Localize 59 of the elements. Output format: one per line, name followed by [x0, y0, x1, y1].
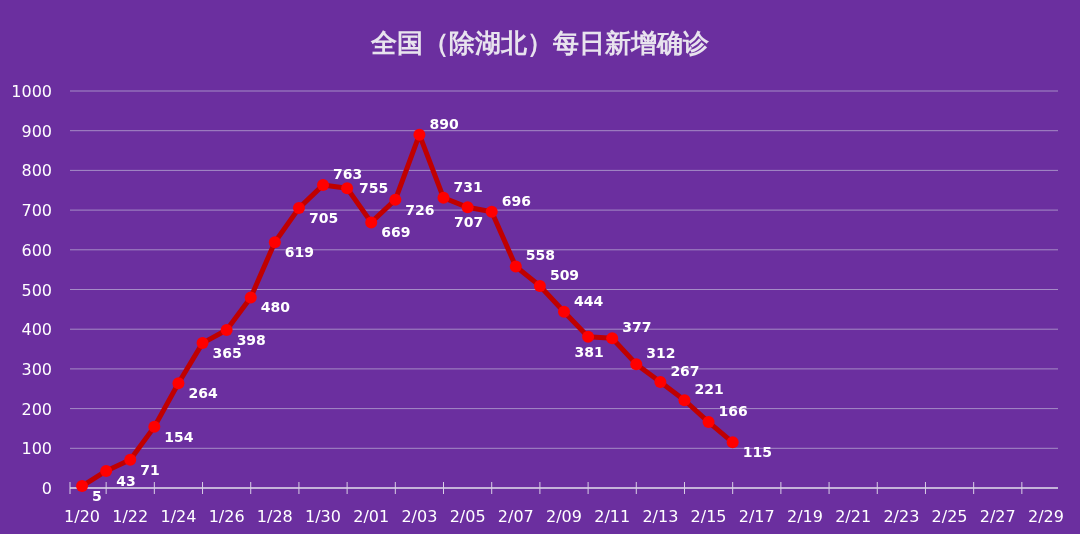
- chart-title: 全国（除湖北）每日新增确诊: [370, 28, 710, 58]
- x-tick-label: 2/13: [642, 507, 679, 526]
- x-tick-label: 2/23: [883, 507, 920, 526]
- data-label: 444: [574, 292, 604, 309]
- x-tick-label: 2/09: [546, 507, 582, 526]
- data-label: 381: [574, 343, 604, 360]
- data-label: 669: [381, 224, 411, 241]
- data-label: 5: [92, 488, 102, 505]
- x-tick-label: 2/29: [1027, 507, 1064, 526]
- data-label: 731: [453, 178, 483, 195]
- data-label: 71: [140, 461, 160, 478]
- data-label: 890: [429, 115, 459, 132]
- x-tick-label: 2/11: [594, 507, 631, 526]
- y-tick-label: 200: [21, 399, 52, 419]
- y-tick-label: 900: [21, 121, 52, 141]
- data-label: 696: [501, 192, 531, 209]
- x-tick-label: 2/01: [353, 507, 390, 526]
- y-tick-label: 100: [21, 439, 52, 459]
- y-tick-label: 1000: [11, 82, 52, 101]
- data-label: 267: [670, 363, 700, 379]
- data-label: 707: [454, 214, 484, 231]
- x-tick-label: 2/15: [690, 507, 727, 526]
- x-tick-label: 1/24: [160, 507, 197, 526]
- x-tick-label: 2/19: [787, 507, 823, 526]
- data-label: 377: [622, 319, 652, 336]
- x-tick-label: 2/25: [931, 507, 968, 526]
- x-tick-label: 2/17: [738, 507, 775, 526]
- x-tick-label: 1/26: [208, 507, 245, 526]
- y-tick-label: 800: [21, 161, 52, 181]
- data-label: 221: [694, 381, 724, 398]
- data-label: 705: [308, 210, 339, 227]
- x-tick-label: 2/03: [401, 507, 438, 526]
- data-label: 480: [260, 299, 291, 316]
- data-label: 558: [525, 247, 556, 264]
- y-tick-label: 300: [21, 359, 52, 379]
- data-label: 726: [405, 201, 435, 218]
- x-tick-label: 2/27: [979, 507, 1016, 526]
- x-tick-label: 1/22: [112, 507, 149, 526]
- x-tick-label: 2/07: [497, 507, 534, 526]
- x-tick-label: 1/20: [64, 507, 101, 526]
- data-label: 43: [116, 472, 136, 489]
- data-label: 154: [164, 428, 194, 445]
- y-tick-label: 400: [21, 320, 52, 340]
- data-label: 619: [284, 244, 315, 261]
- x-tick-label: 2/21: [835, 507, 872, 526]
- x-tick-label: 2/05: [449, 507, 486, 526]
- data-label: 365: [212, 345, 242, 362]
- x-tick-label: 1/30: [305, 507, 341, 526]
- data-label: 115: [742, 444, 772, 461]
- data-label: 264: [188, 385, 218, 402]
- data-label: 166: [718, 403, 748, 420]
- x-tick-label: 1/28: [256, 507, 293, 526]
- y-tick-label: 0: [41, 479, 52, 498]
- data-label: 398: [236, 331, 266, 348]
- data-label: 509: [549, 266, 580, 283]
- data-label: 312: [646, 345, 676, 362]
- y-tick-label: 600: [21, 240, 52, 260]
- y-tick-label: 700: [21, 201, 52, 221]
- y-tick-label: 500: [21, 280, 52, 300]
